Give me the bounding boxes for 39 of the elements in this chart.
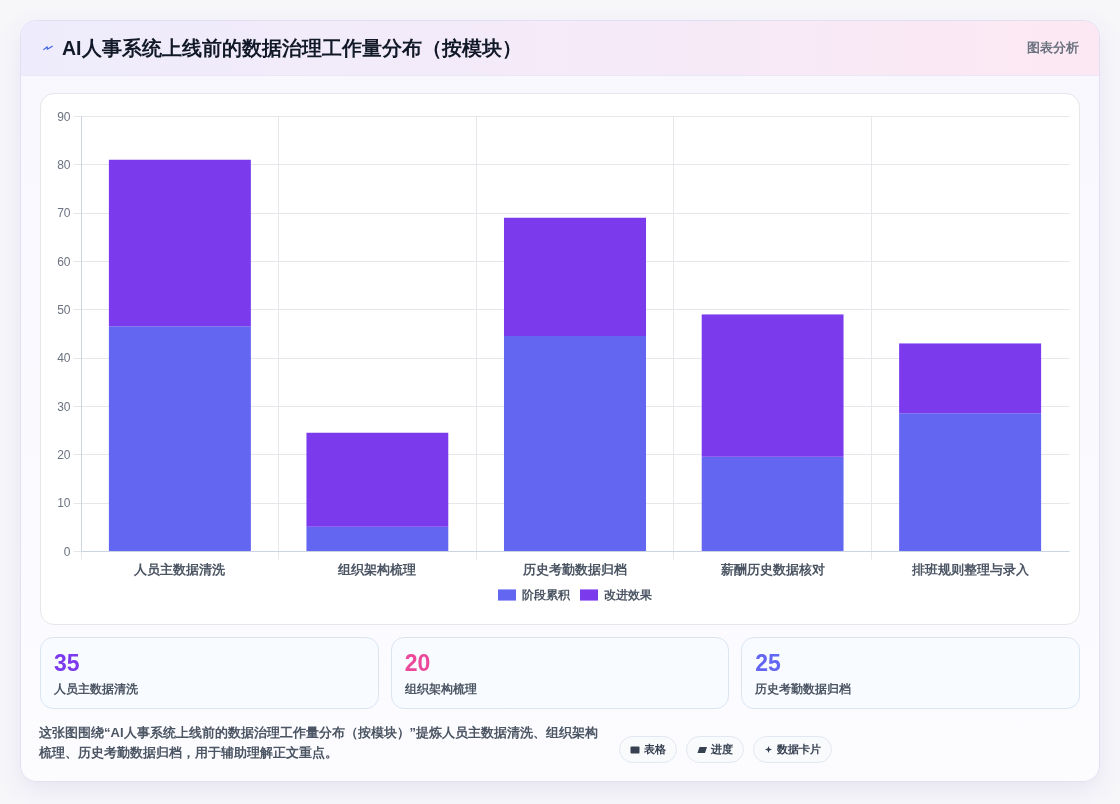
text: 数据卡片: [777, 742, 821, 757]
legend-label: 改进效果: [604, 588, 653, 602]
text: 进度: [711, 742, 733, 757]
y-tick-label: 10: [57, 496, 71, 511]
category-label: 组织架构梳理: [404, 681, 477, 697]
bar: [108, 159, 251, 327]
y-tick-label: 20: [57, 447, 71, 462]
y-tick-label: 40: [57, 351, 71, 366]
bar: [503, 335, 647, 551]
x-tick-label: 组织架构梳理: [337, 561, 417, 577]
y-tick-label: 50: [57, 302, 71, 317]
bar: [899, 413, 1042, 551]
bar: [306, 526, 449, 551]
bar: [306, 432, 449, 527]
x-tick-label: 历史考勤数据归档: [522, 561, 627, 577]
bar: [701, 456, 844, 551]
x-tick-label: 排班规则整理与录入: [910, 561, 1030, 577]
data-label: 35: [54, 650, 80, 676]
bar: [503, 217, 647, 336]
x-tick-label: 薪酬历史数据核对: [719, 561, 825, 577]
data-label: 25: [755, 650, 781, 676]
y-tick-label: 70: [57, 206, 71, 221]
chart-title: AI人事系统上线前的数据治理工作量分布（按模块）: [62, 36, 522, 60]
bar: [899, 343, 1042, 414]
y-tick-label: 60: [57, 254, 71, 269]
x-tick-label: 人员主数据清洗: [133, 561, 227, 577]
category-label: 人员主数据清洗: [54, 681, 138, 697]
text: 这张图围绕“AI人事系统上线前的数据治理工作量分布（按模块）”提炼人员主数据清洗、组织架构梳理、历史考勤数据归档，用于辅助理解正文重点。: [39, 724, 599, 762]
y-tick-label: 30: [57, 399, 71, 414]
y-tick-label: 80: [57, 157, 71, 172]
category-label: 历史考勤数据归档: [755, 681, 852, 697]
bar: [108, 326, 251, 551]
y-tick-label: 0: [63, 544, 71, 559]
y-tick-label: 90: [57, 109, 71, 124]
text: 表格: [644, 742, 666, 757]
legend-label: 阶段累积: [522, 588, 571, 602]
data-label: 20: [404, 650, 431, 676]
text: 图表分析: [1027, 40, 1079, 56]
bar: [701, 314, 844, 457]
